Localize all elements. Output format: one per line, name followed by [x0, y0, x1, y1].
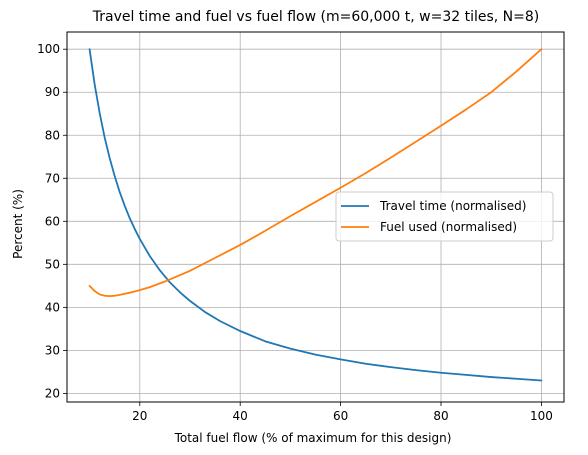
x-tick-label: 80	[433, 409, 448, 423]
x-tick-label: 100	[530, 409, 553, 423]
y-tick-label: 100	[37, 42, 60, 56]
y-tick-label: 20	[45, 386, 60, 400]
plot-frame	[66, 31, 565, 403]
y-tick-label: 80	[45, 128, 60, 142]
y-tick-label: 30	[45, 343, 60, 357]
series-line-travel-time	[88, 48, 543, 382]
legend-label-travel-time: Travel time (normalised)	[379, 199, 526, 213]
y-tick-label: 90	[45, 85, 60, 99]
y-axis-label: Percent (%)	[11, 189, 25, 259]
y-tick-label: 70	[45, 171, 60, 185]
x-tick-label: 60	[333, 409, 348, 423]
x-axis: 20 40 60 80 100	[132, 402, 553, 423]
x-tick-label: 40	[233, 409, 248, 423]
series-line-fuel-used	[88, 48, 543, 298]
legend-box	[335, 191, 554, 242]
y-tick-label: 40	[45, 300, 60, 314]
series-layer	[88, 48, 543, 382]
x-axis-label: Total fuel flow (% of maximum for this d…	[174, 431, 452, 445]
y-tick-label: 50	[45, 257, 60, 271]
y-tick-label: 60	[45, 214, 60, 228]
legend: Travel time (normalised) Fuel used (norm…	[335, 191, 554, 242]
legend-label-fuel-used: Fuel used (normalised)	[380, 220, 517, 234]
x-tick-label: 20	[132, 409, 147, 423]
y-axis: 20 30 40 50 60 70 80 90 100	[37, 42, 67, 400]
chart-title: Travel time and fuel vs fuel flow (m=60,…	[92, 9, 540, 25]
